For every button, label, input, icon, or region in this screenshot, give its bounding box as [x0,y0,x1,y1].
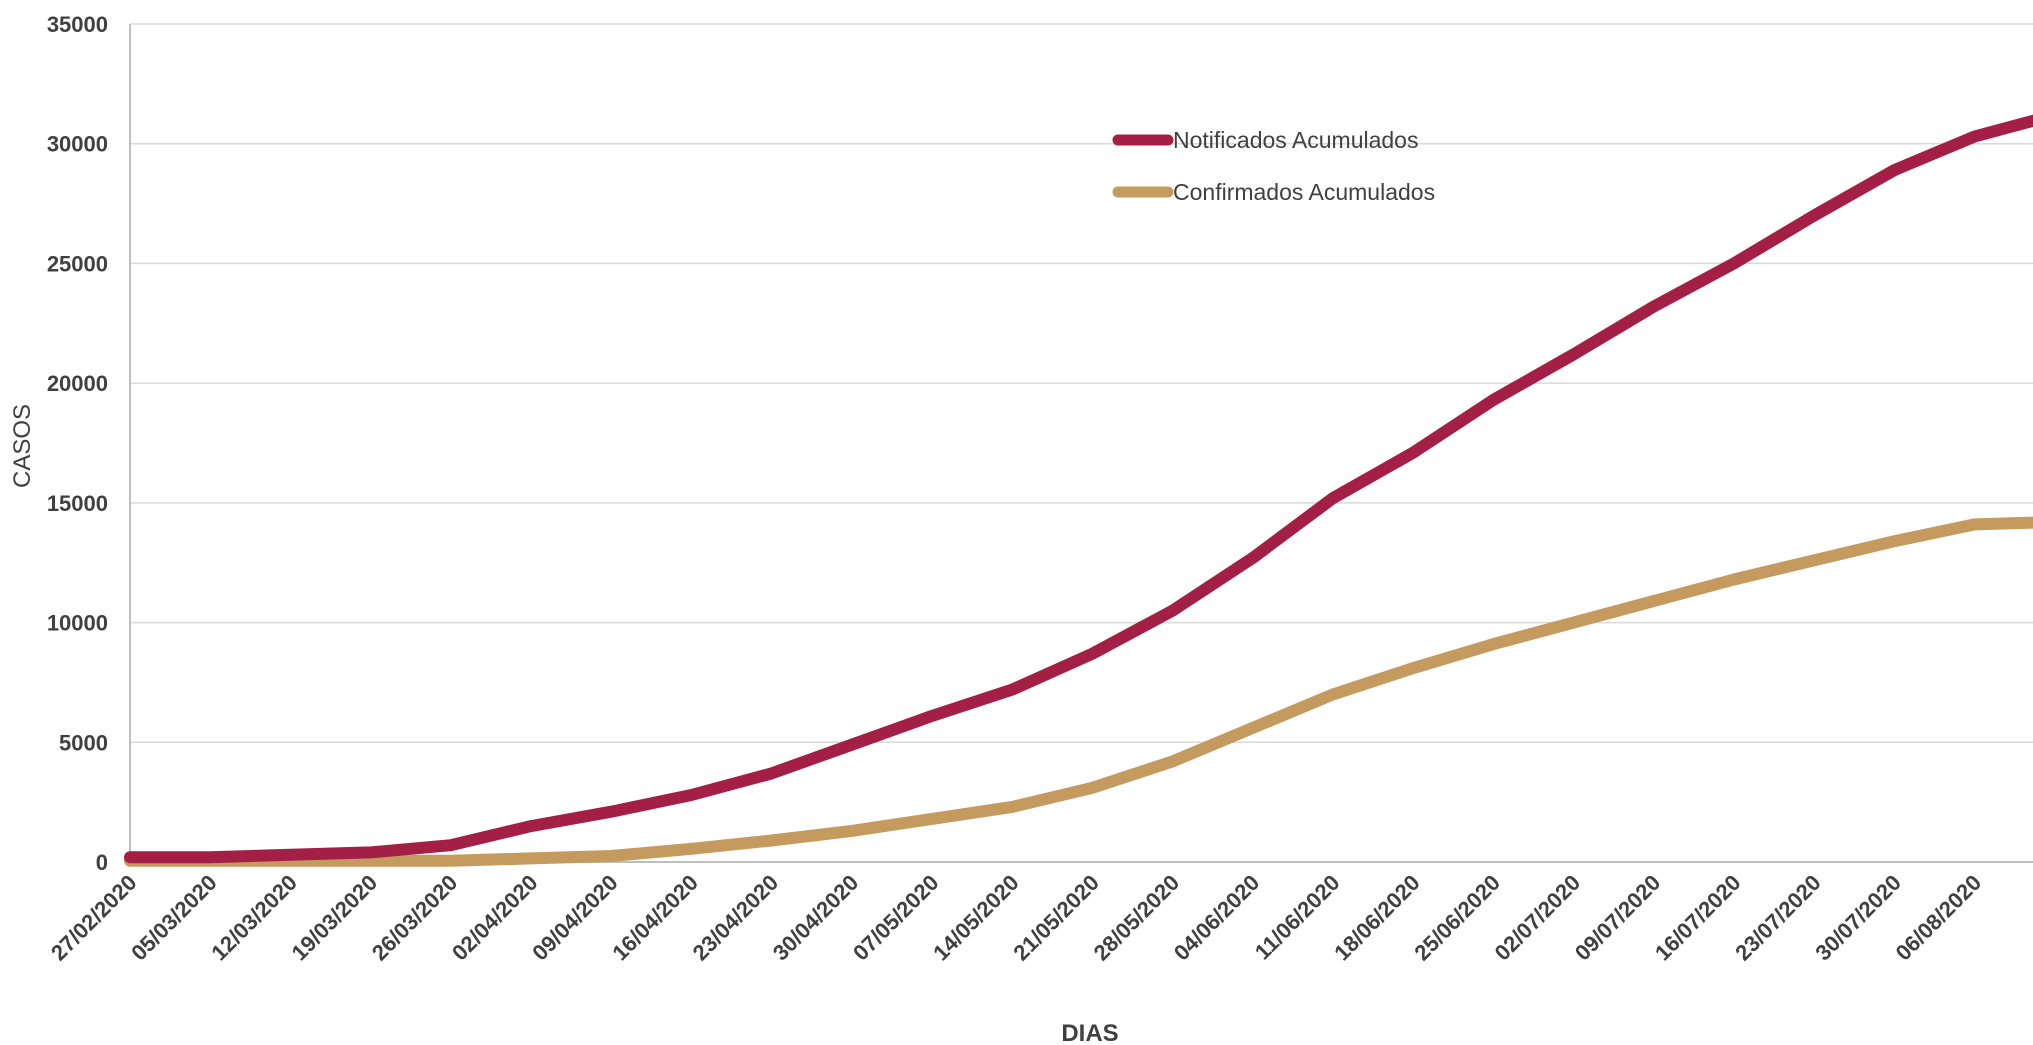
x-tick-label: 12/03/2020 [206,870,302,966]
x-tick-label: 28/05/2020 [1089,870,1185,966]
x-tick-label: 23/07/2020 [1730,870,1826,966]
legend-label: Notificados Acumulados [1173,127,1418,153]
x-axis-title: DIAS [1061,1020,1118,1045]
x-tick-label: 09/04/2020 [527,870,623,966]
y-tick-label: 25000 [47,251,108,276]
x-tick-labels: 27/02/202005/03/202012/03/202019/03/2020… [46,870,1986,966]
x-tick-label: 23/04/2020 [688,870,784,966]
series-line-notificados-acumulados [124,114,2033,864]
x-tick-label: 30/04/2020 [768,870,864,966]
x-tick-label: 09/07/2020 [1570,870,1666,966]
y-tick-label: 20000 [47,371,108,396]
y-tick-labels: 0 5000 10000 15000 20000 25000 30000 35000 [47,12,108,875]
x-tick-label: 30/07/2020 [1810,870,1906,966]
series-line-confirmados-acumulados [124,516,2033,867]
x-tick-label: 19/03/2020 [287,870,383,966]
legend: Notificados Acumulados Confirmados Acumul… [1112,127,1435,205]
x-tick-label: 25/06/2020 [1409,870,1505,966]
x-tick-label: 14/05/2020 [928,870,1024,966]
legend-label: Confirmados Acumulados [1173,179,1435,205]
x-tick-label: 11/06/2020 [1250,870,1345,965]
gridlines [129,23,2033,863]
x-tick-label: 05/03/2020 [126,870,222,966]
y-tick-label: 35000 [47,12,108,37]
y-tick-label: 10000 [47,611,108,636]
y-tick-label: 30000 [47,132,108,157]
x-tick-label: 07/05/2020 [848,870,944,966]
x-tick-label: 18/06/2020 [1329,870,1425,966]
x-tick-label: 04/06/2020 [1169,870,1265,966]
series-lines [124,114,2033,867]
y-axis-title: CASOS [9,404,36,488]
x-tick-label: 26/03/2020 [367,870,463,966]
x-tick-label: 27/02/2020 [46,870,142,966]
x-tick-label: 16/07/2020 [1650,870,1746,966]
x-tick-label: 02/04/2020 [447,870,543,966]
y-tick-label: 0 [96,850,108,875]
x-tick-label: 02/07/2020 [1490,870,1586,966]
y-tick-label: 15000 [47,491,108,516]
y-tick-label: 5000 [59,730,108,755]
x-tick-label: 06/08/2020 [1891,870,1987,966]
x-tick-label: 21/05/2020 [1008,870,1104,966]
x-tick-label: 16/04/2020 [607,870,703,966]
